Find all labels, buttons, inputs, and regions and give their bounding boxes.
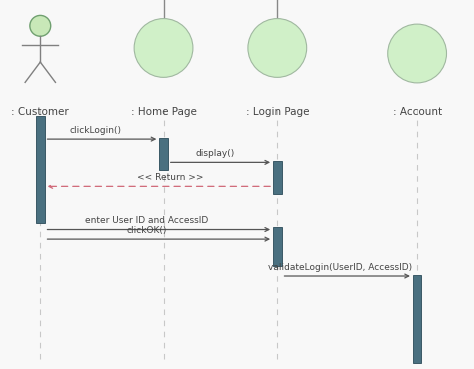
Bar <box>273 161 282 194</box>
Ellipse shape <box>388 24 447 83</box>
Text: << Return >>: << Return >> <box>137 173 204 182</box>
Text: : Login Page: : Login Page <box>246 107 309 117</box>
Ellipse shape <box>248 18 307 77</box>
Text: display(): display() <box>195 149 234 158</box>
Text: : Home Page: : Home Page <box>131 107 196 117</box>
Bar <box>273 227 282 266</box>
Bar <box>159 138 168 170</box>
Text: clickLogin(): clickLogin() <box>70 126 122 135</box>
Text: validateLogin(UserID, AccessID): validateLogin(UserID, AccessID) <box>268 263 412 272</box>
Bar <box>413 275 421 363</box>
Ellipse shape <box>134 18 193 77</box>
Ellipse shape <box>30 15 51 36</box>
Bar <box>36 116 45 223</box>
Text: : Account: : Account <box>392 107 442 117</box>
Text: : Customer: : Customer <box>11 107 69 117</box>
Text: clickOK(): clickOK() <box>127 226 167 235</box>
Text: enter User ID and AccessID: enter User ID and AccessID <box>85 216 209 225</box>
